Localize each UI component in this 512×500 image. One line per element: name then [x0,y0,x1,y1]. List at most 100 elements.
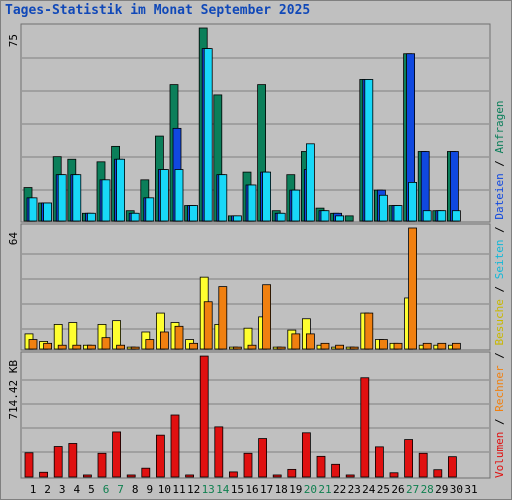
bar-rechner-day-22 [335,344,345,350]
legend-separator: / [493,220,506,240]
y-max-label-anfragen: 75 [7,34,20,47]
bar-seiten-day-10 [159,169,169,222]
bar-rechner-day-21 [320,342,330,350]
x-tick-label-day-26: 26 [391,483,404,496]
bar-rechner-day-24 [364,312,374,350]
legend-separator: / [493,279,506,299]
bar-volumen-day-2 [39,471,48,478]
bar-volumen-day-23 [345,474,355,478]
bar-volumen-day-28 [418,452,428,478]
x-tick-label-day-1: 1 [30,483,37,496]
bar-seiten-day-18 [276,212,286,222]
bar-seiten-day-24 [364,79,374,222]
bar-volumen-day-18 [272,474,282,478]
bar-volumen-day-25 [374,446,384,478]
bar-rechner-day-14 [218,286,228,350]
panel-besuche [20,223,491,351]
legend-anfragen: Anfragen [493,100,506,153]
legend-rechner: Rechner [493,365,506,412]
bar-volumen-day-27 [404,439,414,478]
bar-volumen-day-22 [331,463,341,478]
legend-dateien: Dateien [493,173,506,219]
bar-volumen-day-14 [214,426,224,478]
x-tick-label-day-3: 3 [59,483,66,496]
legend-besuche: Besuche [493,299,506,345]
bar-rechner-day-12 [189,342,199,350]
bar-volumen-day-20 [301,432,311,478]
bar-rechner-day-19 [291,333,301,350]
bar-volumen-day-3 [53,446,63,478]
x-tick-label-day-23: 23 [348,483,361,496]
bar-seiten-day-2 [43,202,52,222]
bar-seiten-day-29 [437,210,447,222]
x-tick-label-day-18: 18 [275,483,288,496]
bar-rechner-day-20 [305,333,315,350]
x-tick-label-day-22: 22 [333,483,346,496]
x-tick-label-day-29: 29 [435,483,448,496]
bar-rechner-day-3 [57,344,67,350]
legend-seiten: Seiten [493,240,506,280]
bar-volumen-day-6 [97,452,107,478]
bar-rechner-day-13 [203,301,213,350]
bar-volumen-day-24 [360,377,370,478]
bar-seiten-day-26 [393,205,403,222]
bar-seiten-day-3 [57,174,67,222]
bar-seiten-day-4 [72,174,82,222]
x-tick-label-day-7: 7 [117,483,124,496]
y-max-label-volumen: 714.42 KB [7,360,20,420]
x-tick-label-day-10: 10 [158,483,171,496]
legend-separator: / [493,153,506,173]
x-tick-label-day-31: 31 [464,483,477,496]
x-tick-label-day-13: 13 [202,483,215,496]
x-tick-label-day-16: 16 [245,483,258,496]
bar-seiten-day-21 [320,210,330,222]
chart-title: Tages-Statistik im Monat September 2025 [5,3,311,18]
bar-volumen-day-8 [126,474,136,478]
x-tick-label-day-20: 20 [304,483,317,496]
bar-seiten-day-14 [218,174,228,222]
bar-volumen-day-12 [185,474,195,478]
bar-rechner-day-9 [145,339,155,350]
x-tick-label-day-5: 5 [88,483,95,496]
bar-seiten-day-17 [262,171,272,222]
x-tick-label-day-17: 17 [260,483,273,496]
bar-rechner-day-11 [174,325,184,350]
bar-seiten-day-22 [335,215,345,222]
x-tick-label-day-14: 14 [216,483,230,496]
bar-volumen-day-17 [258,438,268,478]
bar-rechner-day-23 [349,346,359,350]
bar-seiten-day-9 [145,197,155,222]
bar-rechner-day-25 [378,339,388,350]
bar-seiten-day-7 [116,158,125,222]
bar-rechner-day-2 [43,342,52,350]
bar-seiten-day-15 [232,215,242,222]
x-tick-label-day-6: 6 [103,483,110,496]
bar-rechner-day-5 [87,344,96,350]
x-tick-label-day-11: 11 [172,483,185,496]
legend-separator: / [493,346,506,366]
bar-volumen-day-9 [141,467,151,478]
bar-volumen-day-21 [316,455,326,478]
legend-volumen: Volumen [493,432,506,478]
bar-seiten-day-8 [130,212,140,222]
bar-rechner-day-1 [28,339,38,350]
bar-volumen-day-7 [112,431,121,478]
bar-rechner-day-28 [422,342,432,350]
x-tick-label-day-4: 4 [73,483,80,496]
bar-seiten-day-16 [247,184,257,222]
bar-seiten-day-11 [174,169,184,222]
bar-volumen-day-11 [170,414,180,478]
bar-rechner-day-8 [130,346,140,350]
x-tick-label-day-30: 30 [450,483,463,496]
bar-seiten-day-5 [87,212,96,222]
bar-volumen-day-5 [83,474,92,478]
bar-seiten-day-28 [422,210,432,222]
bar-besuche-day-7 [112,320,121,350]
bar-volumen-day-1 [24,452,34,478]
bar-seiten-day-1 [28,197,38,222]
bar-rechner-day-18 [276,346,286,350]
x-tick-label-day-19: 19 [289,483,302,496]
bar-seiten-day-25 [378,194,388,222]
